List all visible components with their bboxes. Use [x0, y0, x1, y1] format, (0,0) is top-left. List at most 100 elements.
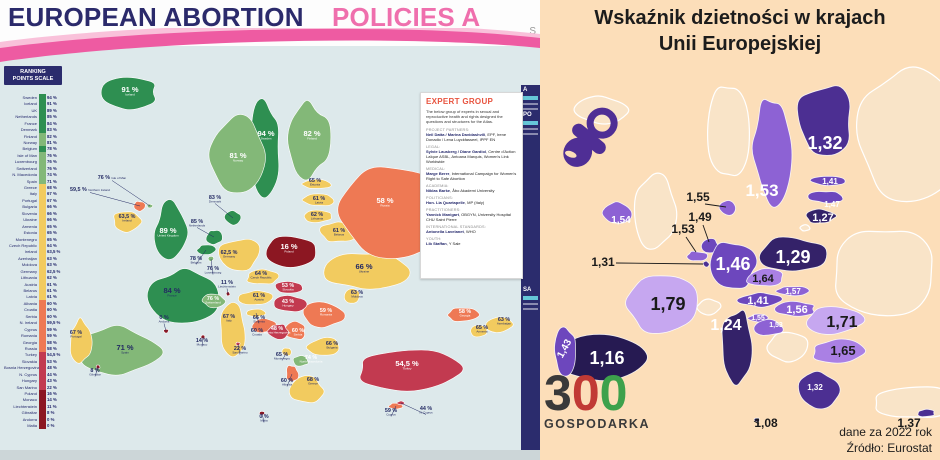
country-label: 0 % Malta — [259, 414, 268, 423]
country-shape — [686, 250, 708, 262]
fertility-value-label: 1,54 — [611, 215, 631, 226]
non-eu-country-outline — [799, 224, 811, 232]
ranking-row: Georgia 58 % — [4, 338, 74, 346]
ranking-color-chip — [38, 197, 46, 204]
ranking-country: Serbia — [25, 313, 37, 319]
ranking-value: 58 % — [47, 339, 57, 345]
callout-line — [390, 405, 397, 417]
ranking-row: Monaco 14 % — [4, 396, 74, 404]
expert-section-body: Marge Berer, International Campaign for … — [426, 170, 517, 181]
non-eu-country-outline — [706, 86, 751, 177]
ranking-color-chip — [38, 338, 46, 346]
country-label: 62,5 % Germany — [221, 250, 238, 259]
fertility-value-label: 1,65 — [830, 343, 855, 358]
country-shape — [235, 341, 241, 347]
country-label: 14 % Monaco — [196, 338, 208, 347]
ranking-country: Italy — [29, 191, 37, 197]
country-shape — [246, 268, 280, 285]
ranking-country: Bosnia Herzegovina — [4, 365, 40, 371]
ranking-color-chip — [38, 107, 46, 114]
country-label: 60 % Albania — [281, 378, 293, 387]
country-shape — [746, 268, 783, 287]
ranking-color-chip — [38, 145, 46, 153]
ranking-row: Andorra 0 % — [4, 416, 74, 423]
ranking-row: Slovakia 53 % — [4, 358, 74, 365]
ranking-country: Greece — [23, 185, 37, 191]
country-shape — [485, 316, 514, 333]
ranking-value: 76 % — [47, 152, 57, 158]
fertility-value-label: 1,41 — [822, 177, 838, 186]
ranking-value: 63 % — [47, 255, 57, 261]
ranking-value: 14 % — [47, 397, 57, 403]
ranking-value: 68 % — [47, 185, 57, 191]
left-footer-bar — [0, 450, 540, 460]
ranking-value: 66 % — [47, 210, 57, 216]
non-eu-country-outline — [766, 331, 809, 363]
country-label: 94 % Sweden — [257, 129, 274, 141]
ranking-country: Sweden — [22, 94, 37, 100]
country-label: 65 % Montenegro — [274, 352, 290, 361]
country-shape — [265, 236, 316, 268]
country-label: 63,5 % Ireland — [119, 214, 136, 223]
ranking-row: Gibraltar 8 % — [4, 409, 74, 417]
ranking-value: 81 % — [47, 139, 57, 145]
country-shape — [302, 301, 346, 328]
ranking-row: N. Macedonia 74 % — [4, 171, 74, 178]
ranking-value: 76 % — [47, 159, 57, 165]
abortion-atlas-panel: 94 % Sweden 91 % Iceland 89 % United Kingdom 8… — [0, 0, 540, 460]
ranking-country: Moldova — [21, 262, 37, 268]
ranking-value: 63 % — [47, 262, 57, 268]
non-eu-country-outline — [855, 66, 940, 203]
country-shape — [218, 238, 261, 271]
country-shape — [301, 178, 332, 189]
callout-line — [400, 402, 427, 415]
ranking-row: Estonia 65 % — [4, 229, 74, 236]
country-shape — [917, 408, 935, 418]
ranking-color-chip — [38, 171, 46, 178]
country-shape — [153, 199, 189, 260]
ranking-value: 64 % — [47, 242, 57, 248]
ranking-color-chip — [38, 403, 46, 410]
ranking-color-chip — [38, 351, 46, 359]
ranking-row: Albania 60 % — [4, 300, 74, 307]
ranking-country: N. Macedonia — [12, 172, 37, 178]
ranking-row: Bosnia Herzegovina 48 % — [4, 364, 74, 371]
ranking-country: Germany — [20, 268, 37, 274]
expert-section-heading: INTERNATIONAL STANDARDS: — [426, 224, 487, 229]
ranking-country: Gibraltar — [21, 410, 37, 416]
ranking-value: 65 % — [47, 236, 57, 242]
callout-line — [286, 373, 293, 387]
country-shape — [753, 318, 784, 336]
country-shape — [796, 85, 851, 156]
ranking-value: 83 % — [47, 127, 57, 133]
ranking-color-chip — [38, 300, 46, 307]
fertility-map-title: Wskaźnik dzietności w krajach Unii Europ… — [594, 7, 886, 55]
country-shape — [163, 328, 169, 334]
ranking-value: 54,5 % — [47, 352, 61, 358]
country-label: 83 % Denmark — [209, 195, 222, 204]
expert-section-heading: YOUTH: — [426, 236, 442, 241]
ranking-country: Switzerland — [16, 165, 37, 171]
ranking-color-chip — [38, 222, 46, 230]
atlas-title-accent: POLICIES A — [332, 2, 481, 32]
fertility-value-label: 1,41 — [747, 295, 768, 307]
pink-swoosh-ribbon — [0, 28, 540, 62]
ranking-color-chip — [38, 332, 46, 339]
ranking-color-chip — [38, 190, 46, 198]
country-shape — [208, 114, 266, 194]
fertility-value-label: 1,16 — [589, 348, 624, 368]
country-label: 44 % N. Cyprus — [419, 406, 433, 415]
ranking-value: 22 % — [47, 384, 57, 390]
ranking-value: 48 % — [47, 365, 57, 371]
country-shape — [286, 365, 299, 382]
ranking-row: Lithuania 62 % — [4, 274, 74, 281]
ranking-country: Isle of Man — [17, 152, 37, 158]
country-shape — [266, 324, 290, 340]
atlas-title-primary: EUROPEAN ABORTION — [8, 2, 304, 32]
country-label: 74 % North Macedonia — [300, 355, 323, 364]
ranking-value: 78 % — [47, 146, 57, 152]
ranking-row: Hungary 43 % — [4, 377, 74, 384]
fertility-value-label: 1,29 — [775, 247, 810, 267]
ranking-value: 60 % — [47, 313, 57, 319]
expert-section-body: Lib Staffan, Y Sale — [426, 240, 461, 246]
